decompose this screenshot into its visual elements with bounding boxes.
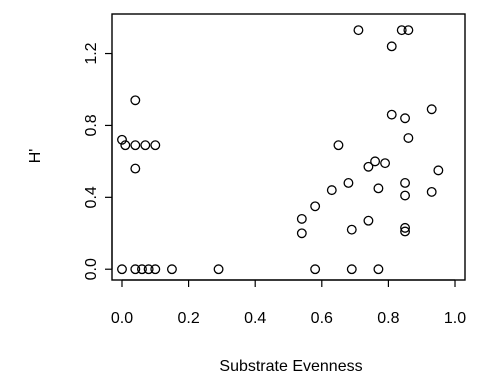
data-point — [386, 41, 397, 52]
data-point — [343, 177, 354, 188]
data-point — [130, 140, 141, 151]
x-axis-label: Substrate Evenness — [219, 358, 362, 375]
data-point — [363, 215, 374, 226]
data-point — [403, 25, 414, 36]
y-axis-label: H' — [27, 149, 44, 164]
data-point — [130, 264, 141, 275]
data-point — [386, 109, 397, 120]
y-axis: 0.0 0.4 0.8 1.2 — [83, 42, 113, 280]
data-point — [400, 222, 411, 233]
data-point — [346, 264, 357, 275]
data-point — [310, 264, 321, 275]
data-point — [426, 104, 437, 115]
x-tick-label: 1.0 — [444, 310, 466, 327]
data-point — [400, 226, 411, 237]
data-point — [296, 213, 307, 224]
data-point — [346, 224, 357, 235]
data-point — [213, 264, 224, 275]
x-tick-label: 0.8 — [377, 310, 399, 327]
data-point — [400, 177, 411, 188]
y-tick-label: 0.8 — [83, 114, 100, 136]
data-point — [150, 264, 161, 275]
x-axis: 0.0 0.2 0.4 0.6 0.8 1.0 — [111, 279, 466, 327]
data-point — [433, 165, 444, 176]
data-point — [400, 113, 411, 124]
data-point — [370, 156, 381, 167]
data-point — [120, 140, 131, 151]
data-point — [373, 183, 384, 194]
data-point — [353, 25, 364, 36]
data-point — [326, 185, 337, 196]
data-point — [400, 190, 411, 201]
y-tick-label: 0.0 — [83, 258, 100, 280]
plot-frame — [111, 13, 466, 281]
data-point — [130, 163, 141, 174]
data-point — [426, 186, 437, 197]
x-tick-label: 0.4 — [244, 310, 266, 327]
data-point — [130, 95, 141, 106]
data-point — [296, 228, 307, 239]
data-point — [117, 264, 127, 275]
data-point — [333, 140, 344, 151]
data-point — [117, 134, 127, 145]
data-point — [403, 133, 414, 143]
data-point — [373, 264, 384, 275]
data-point — [310, 201, 321, 212]
data-point — [140, 140, 151, 151]
data-point — [380, 158, 391, 169]
x-tick-label: 0.6 — [311, 310, 333, 327]
data-point — [166, 264, 177, 275]
x-tick-label: 0.2 — [177, 310, 199, 327]
data-point — [150, 140, 161, 151]
data-points — [117, 25, 444, 275]
data-point — [137, 264, 147, 275]
data-point — [143, 264, 154, 275]
data-point — [363, 161, 374, 172]
x-tick-label: 0.0 — [111, 310, 133, 327]
data-point — [396, 25, 407, 36]
y-tick-label: 0.4 — [83, 186, 100, 208]
y-tick-label: 1.2 — [83, 42, 100, 64]
